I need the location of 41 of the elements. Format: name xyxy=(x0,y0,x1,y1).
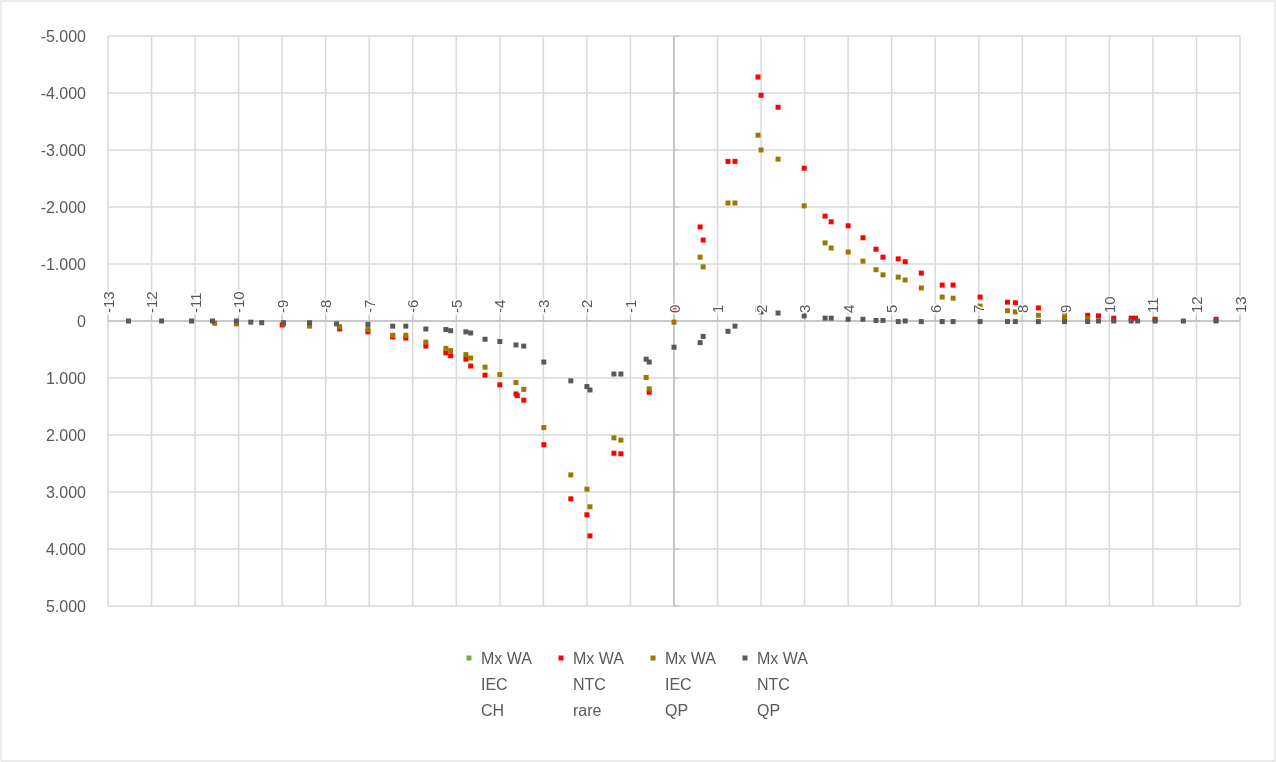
y-tick-label: 1.000 xyxy=(45,369,87,387)
x-tick-label: -8 xyxy=(317,299,335,313)
legend-label: Mx WA NTC rare xyxy=(573,650,625,719)
y-tick-label: -4.000 xyxy=(40,84,87,102)
x-tick-label: 2 xyxy=(752,304,770,313)
x-tick-label: -13 xyxy=(99,291,117,313)
x-tick-label: -2 xyxy=(578,299,596,313)
x-tick-label: -3 xyxy=(534,299,552,313)
x-tick-label: -7 xyxy=(360,299,378,313)
x-tick-label: 12 xyxy=(1187,296,1205,313)
x-tick-label: 8 xyxy=(1013,304,1031,313)
x-tick-label: 7 xyxy=(970,304,988,313)
legend-label: Mx WA IEC CH xyxy=(481,650,533,719)
y-tick-label: 4.000 xyxy=(45,540,87,558)
y-tick-label: 3.000 xyxy=(45,483,87,501)
x-tick-label: -1 xyxy=(621,299,639,313)
legend-label: Mx WA IEC QP xyxy=(665,650,717,719)
x-tick-label: -5 xyxy=(447,299,465,313)
x-tick-label: -6 xyxy=(404,299,422,313)
legend-label: Mx WA NTC QP xyxy=(757,650,809,719)
x-tick-label: 4 xyxy=(839,304,857,313)
x-tick-label: 1 xyxy=(709,304,727,313)
x-tick-label: 5 xyxy=(883,304,901,313)
x-tick-label: 10 xyxy=(1100,296,1118,313)
y-tick-label: -1.000 xyxy=(40,255,87,273)
x-tick-label: -11 xyxy=(186,292,204,313)
y-tick-label: -3.000 xyxy=(40,141,87,159)
x-tick-label: 6 xyxy=(926,304,944,313)
x-tick-label: 13 xyxy=(1231,296,1249,313)
x-tick-label: 3 xyxy=(796,304,814,313)
x-tick-label: -9 xyxy=(273,299,291,313)
x-tick-label: -12 xyxy=(143,291,161,313)
x-tick-label: -10 xyxy=(230,291,248,313)
x-tick-label: -4 xyxy=(491,299,509,313)
x-tick-label: 0 xyxy=(665,304,683,313)
y-tick-label: 5.000 xyxy=(45,597,87,615)
y-tick-label: 2.000 xyxy=(45,426,87,444)
x-tick-label: 9 xyxy=(1057,304,1075,313)
y-tick-label: -2.000 xyxy=(40,198,87,216)
x-tick-label: 11 xyxy=(1144,297,1162,313)
y-tick-label: -5.000 xyxy=(40,27,87,45)
